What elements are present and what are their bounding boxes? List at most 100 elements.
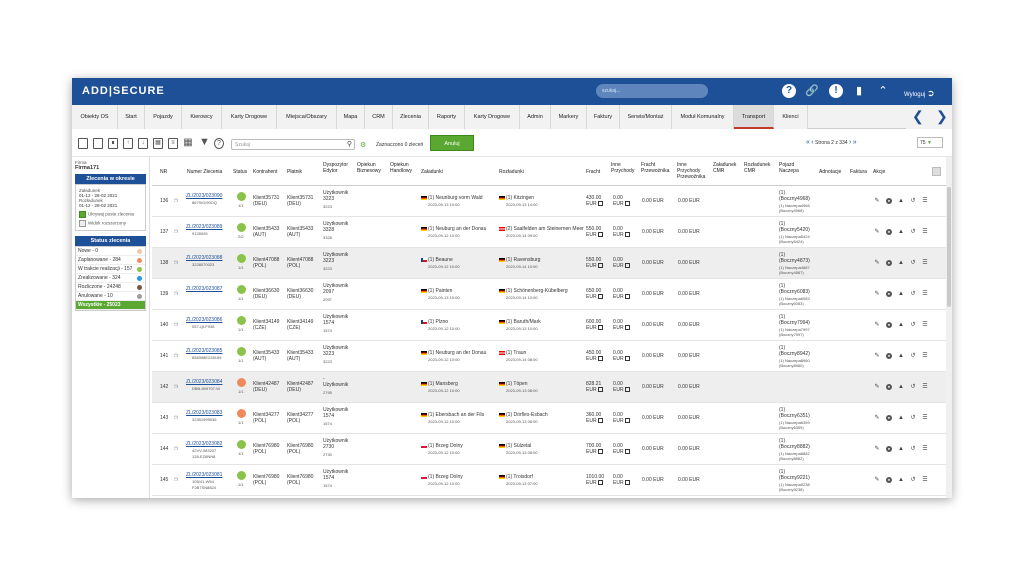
tab-kierowcy[interactable]: Kierowcy xyxy=(182,105,222,129)
col-dyspozytor[interactable]: Dyspozytor Edytor xyxy=(323,162,349,174)
truck-icon[interactable]: ▲ xyxy=(898,477,904,483)
new-document-icon[interactable] xyxy=(78,138,88,149)
payer[interactable]: Klient47088 xyxy=(287,257,314,263)
truck-icon[interactable]: ▲ xyxy=(898,291,904,297)
import-icon[interactable]: ↑ xyxy=(123,138,133,149)
table-row[interactable]: 137 ❐ ZL/2023/023089 9128026 2/2 Klient35433(… xyxy=(152,217,946,248)
other-income-checkbox[interactable] xyxy=(624,263,630,269)
tab-miejsca-obszary[interactable]: Miejsca/Obszary xyxy=(277,105,337,129)
view-icon[interactable]: ● xyxy=(886,353,892,359)
loading-place[interactable]: (1) Neuburg an der Donau xyxy=(421,226,486,232)
edit-icon[interactable]: ✎ xyxy=(874,198,880,204)
status-filter-item[interactable]: Nowe - 0 xyxy=(76,247,145,256)
notes-icon[interactable]: ☰ xyxy=(922,198,928,204)
unloading-place[interactable]: (1) Schönenberg-Kübelberg xyxy=(499,288,568,294)
loading-place[interactable]: (1) Brzeg Dolny xyxy=(421,443,463,449)
table-row[interactable]: 139 ❐ ZL/2023/023087 1/1 Klient36630 (DEU) Kli… xyxy=(152,279,946,310)
scroll-thumb[interactable] xyxy=(947,187,951,307)
edit-icon[interactable]: ✎ xyxy=(874,477,880,483)
tab-transport[interactable]: Transport xyxy=(734,105,774,129)
contractor[interactable]: Klient35433 xyxy=(253,226,280,232)
select-all-checkbox[interactable] xyxy=(932,167,941,176)
table-row[interactable]: 144 ❐ ZL/2023/023082 42VV-083207 128-EZ6NN8 1… xyxy=(152,434,946,465)
history-icon[interactable]: ↺ xyxy=(910,384,916,390)
vehicle-id[interactable]: (Boczny5420) xyxy=(779,227,810,233)
freight-checkbox[interactable] xyxy=(597,356,603,362)
col-zal-cmr[interactable]: Załadunek CMR xyxy=(713,162,737,174)
tab-faktury[interactable]: Faktury xyxy=(587,105,620,129)
cancel-button[interactable]: Anuluj xyxy=(430,135,474,151)
vehicle-id[interactable]: (Boczny6351) xyxy=(779,413,810,419)
tab-klienci[interactable]: Klienci xyxy=(774,105,808,129)
nav-prev-icon[interactable]: ❮ xyxy=(912,108,924,124)
copy-row-icon[interactable]: ❐ xyxy=(174,322,178,327)
last-page-icon[interactable]: » xyxy=(852,139,857,146)
tab-admin[interactable]: Admin xyxy=(520,105,551,129)
history-icon[interactable]: ↺ xyxy=(910,322,916,328)
page-number[interactable]: 2 xyxy=(831,140,834,146)
loading-place[interactable]: (1) Beaune xyxy=(421,257,453,263)
view-icon[interactable]: ● xyxy=(886,477,892,483)
contractor[interactable]: Klient76980 xyxy=(253,474,280,480)
history-icon[interactable]: ↺ xyxy=(910,229,916,235)
other-income-checkbox[interactable] xyxy=(624,201,630,207)
other-income-checkbox[interactable] xyxy=(624,387,630,393)
vehicle-id[interactable]: (Boczny4968) xyxy=(779,196,810,202)
tab-markery[interactable]: Markery xyxy=(551,105,587,129)
delete-icon[interactable]: ∎ xyxy=(108,138,118,149)
table-row[interactable]: 136 ❐ ZL/2023/023090 8679/G/90OQ 1/1 Klient35… xyxy=(152,186,946,217)
unloading-place[interactable]: (1) Traun xyxy=(499,350,526,356)
col-numer[interactable]: Numer Zlecenia xyxy=(187,169,223,175)
contractor[interactable]: Klient42487 xyxy=(253,381,280,387)
status-filter-item[interactable]: Wszystkie - 25023 xyxy=(76,301,145,310)
loading-place[interactable]: (1) Neuburg an der Donau xyxy=(421,350,486,356)
payer[interactable]: Klient35731 xyxy=(287,195,314,201)
unloading-place[interactable]: (1) Kitzingen xyxy=(499,195,534,201)
alert-icon[interactable]: ! xyxy=(829,84,843,98)
notes-icon[interactable]: ☰ xyxy=(922,446,928,452)
history-icon[interactable]: ↺ xyxy=(910,198,916,204)
copy-row-icon[interactable]: ❐ xyxy=(174,291,178,296)
export-icon[interactable]: ↓ xyxy=(138,138,148,149)
firm-value[interactable]: Firma171 xyxy=(75,165,100,171)
order-number-link[interactable]: ZL/2023/023082 xyxy=(186,441,223,447)
table-row[interactable]: 138 ❐ ZL/2023/023088 3228070023 1/1 Klient470… xyxy=(152,248,946,279)
link-icon[interactable]: 🔗 xyxy=(805,85,819,97)
order-number-link[interactable]: ZL/2023/023083 xyxy=(186,410,223,416)
status-filter-item[interactable]: W trakcie realizacji - 157 xyxy=(76,265,145,274)
status-filter-item[interactable]: Zaplanowane - 284 xyxy=(76,256,145,265)
freight-checkbox[interactable] xyxy=(597,232,603,238)
next-page-icon[interactable]: › xyxy=(848,139,852,146)
history-icon[interactable]: ↺ xyxy=(910,415,916,421)
rozladunek-range[interactable]: 01-12 - 28-02 2021 xyxy=(79,203,118,208)
copy-row-icon[interactable]: ❐ xyxy=(174,260,178,265)
history-icon[interactable]: ↺ xyxy=(910,291,916,297)
unloading-place[interactable]: (1) Troisdorf xyxy=(499,474,533,480)
notes-icon[interactable]: ☰ xyxy=(922,291,928,297)
view-icon[interactable]: ● xyxy=(886,415,892,421)
freight-checkbox[interactable] xyxy=(597,325,603,331)
tab-raporty[interactable]: Raporty xyxy=(429,105,465,129)
edit-icon[interactable]: ✎ xyxy=(874,446,880,452)
payer[interactable]: Klient76980 xyxy=(287,474,314,480)
tab-zlecenia[interactable]: Zlecenia xyxy=(393,105,429,129)
order-search-input[interactable]: Szukaj ⚲ xyxy=(231,139,355,150)
contractor[interactable]: Klient34149 xyxy=(253,319,280,325)
grid-icon[interactable]: ▦ xyxy=(183,137,193,148)
payer[interactable]: Klient42487 xyxy=(287,381,314,387)
edit-icon[interactable]: ✎ xyxy=(874,353,880,359)
first-page-icon[interactable]: « xyxy=(806,139,810,146)
unloading-place[interactable]: (1) Sülzetal xyxy=(499,443,531,449)
truck-icon[interactable]: ▲ xyxy=(898,322,904,328)
col-opiekun-handl[interactable]: Opiekun Handlowy xyxy=(390,162,412,174)
nav-next-icon[interactable]: ❯ xyxy=(936,108,948,124)
unloading-place[interactable]: (2) Saalfelden am Steinernen Meer xyxy=(499,226,584,232)
unloading-place[interactable]: (1) Baruth/Mark xyxy=(499,319,541,325)
notes-icon[interactable]: ☰ xyxy=(922,384,928,390)
contractor[interactable]: Klient76980 xyxy=(253,443,280,449)
vehicle-id[interactable]: (Boczny6083) xyxy=(779,289,810,295)
freight-checkbox[interactable] xyxy=(597,263,603,269)
view-icon[interactable]: ● xyxy=(886,384,892,390)
vehicle-id[interactable]: (Boczny7994) xyxy=(779,320,810,326)
table-row[interactable]: 141 ❐ ZL/2023/023085 858398E228159 1/1 Klient… xyxy=(152,341,946,372)
